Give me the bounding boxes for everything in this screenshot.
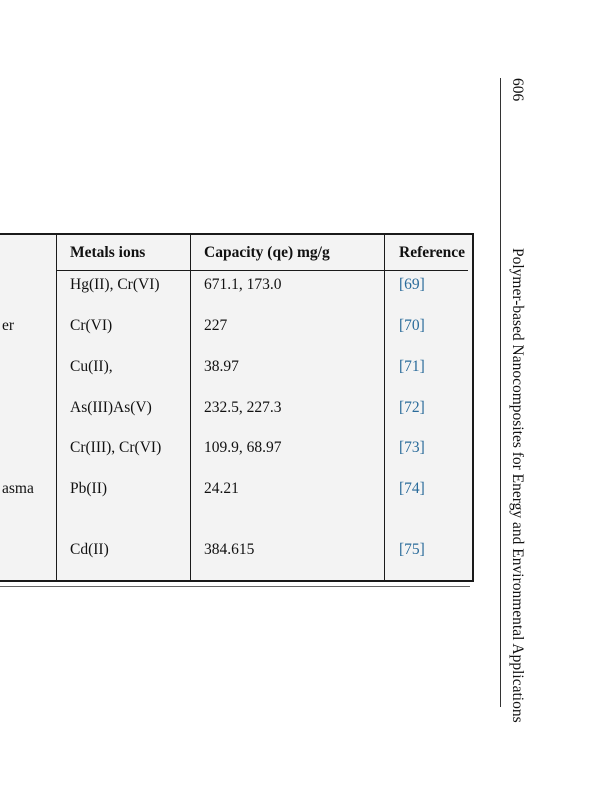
running-head: Polymer-based Nanocomposites for Energy … xyxy=(509,248,526,723)
capacity-cell: 227 xyxy=(204,317,228,334)
reference-link[interactable]: [74] xyxy=(399,480,425,497)
column-divider xyxy=(190,235,191,580)
material-cell-fragment: er xyxy=(2,317,15,334)
reference-link[interactable]: [70] xyxy=(399,317,425,334)
header-capacity: Capacity (qe) mg/g xyxy=(204,244,330,261)
capacity-cell: 38.97 xyxy=(204,358,239,375)
reference-link[interactable]: [72] xyxy=(399,399,425,416)
metals-cell: Hg(II), Cr(VI) xyxy=(70,276,160,293)
running-head-rule xyxy=(500,78,501,707)
metals-cell: Pb(II) xyxy=(70,480,108,497)
material-cell-fragment: asma xyxy=(2,480,34,497)
metals-cell: Cr(VI) xyxy=(70,317,113,334)
table-bottom-rule xyxy=(0,586,470,587)
page-number: 606 xyxy=(509,78,526,102)
data-table: Metals ions Capacity (qe) mg/g Reference… xyxy=(0,233,474,582)
reference-link[interactable]: [69] xyxy=(399,276,425,293)
metals-cell: Cu(II), xyxy=(70,358,113,375)
metals-cell: Cr(III), Cr(VI) xyxy=(70,439,162,456)
capacity-cell: 671.1, 173.0 xyxy=(204,276,282,293)
header-rule xyxy=(56,270,468,271)
header-reference: Reference xyxy=(399,244,465,261)
column-divider xyxy=(56,235,57,580)
reference-link[interactable]: [73] xyxy=(399,439,425,456)
metals-cell: Cd(II) xyxy=(70,541,109,558)
header-metals-ions: Metals ions xyxy=(70,244,146,261)
reference-link[interactable]: [75] xyxy=(399,541,425,558)
capacity-cell: 109.9, 68.97 xyxy=(204,439,282,456)
capacity-cell: 232.5, 227.3 xyxy=(204,399,282,416)
capacity-cell: 384.615 xyxy=(204,541,255,558)
capacity-cell: 24.21 xyxy=(204,480,239,497)
column-divider xyxy=(384,235,385,580)
reference-link[interactable]: [71] xyxy=(399,358,425,375)
metals-cell: As(III)As(V) xyxy=(70,399,152,416)
